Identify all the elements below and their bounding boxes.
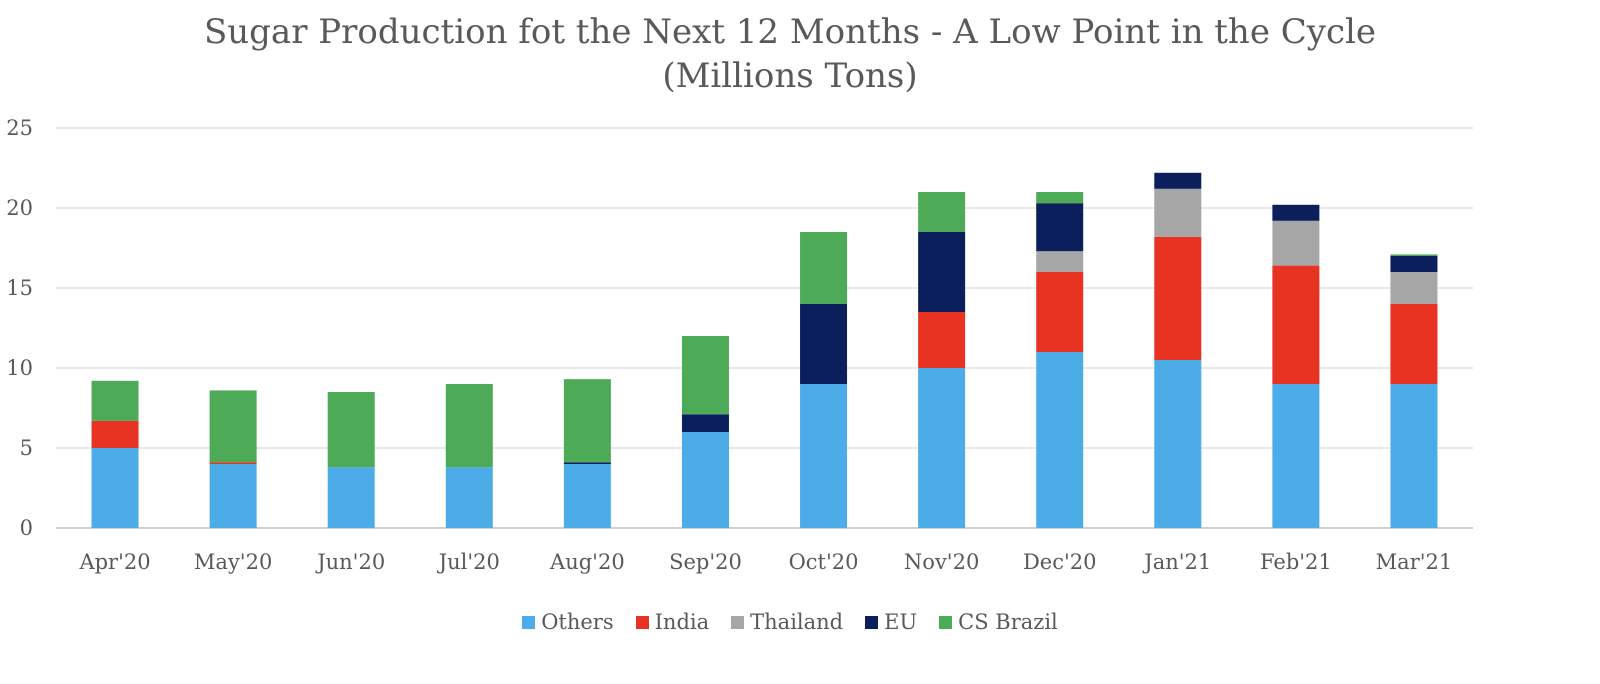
- y-tick-label: 25: [6, 116, 33, 140]
- x-tick-label: Apr'20: [78, 550, 150, 574]
- x-tick-label: Mar'21: [1376, 550, 1453, 574]
- bar-segment-others: [327, 467, 375, 528]
- bar-segment-cs-brazil: [209, 390, 257, 463]
- bar-segment-thailand: [1272, 220, 1320, 266]
- bar-segment-thailand: [1036, 251, 1084, 272]
- bar-segment-india: [209, 462, 257, 464]
- bar-segment-cs-brazil: [445, 384, 493, 468]
- bar-segment-eu: [1036, 203, 1084, 252]
- bar-segment-eu: [1272, 204, 1320, 221]
- chart-title-block: Sugar Production fot the Next 12 Months …: [0, 10, 1580, 98]
- bar-segment-others: [209, 464, 257, 528]
- bar-segment-eu: [681, 414, 729, 432]
- chart-subtitle: (Millions Tons): [662, 56, 918, 96]
- bar-segment-eu: [563, 462, 611, 464]
- y-tick-label: 0: [20, 516, 33, 540]
- bar-segment-thailand: [1390, 272, 1438, 304]
- bar-segment-others: [1272, 384, 1320, 528]
- bar-segment-cs-brazil: [91, 380, 139, 421]
- bar-segment-india: [1036, 272, 1084, 352]
- legend-label: EU: [884, 610, 918, 634]
- bar-segment-india: [1154, 236, 1202, 360]
- bar-segment-others: [445, 467, 493, 528]
- bar-segment-cs-brazil: [800, 232, 848, 304]
- bar-segment-others: [918, 368, 966, 528]
- y-tick-label: 15: [6, 276, 33, 300]
- x-tick-label: Jun'20: [315, 550, 385, 574]
- bar-segment-eu: [800, 304, 848, 384]
- x-tick-label: Feb'21: [1260, 550, 1332, 574]
- bar-segment-others: [1390, 384, 1438, 528]
- bar-segment-eu: [1154, 172, 1202, 189]
- legend-item: Others: [522, 610, 614, 634]
- legend-item: CS Brazil: [939, 610, 1058, 634]
- legend-swatch: [522, 615, 536, 629]
- bar-segment-cs-brazil: [681, 336, 729, 415]
- legend-swatch: [939, 615, 953, 629]
- bar-segment-others: [563, 464, 611, 528]
- bar-segment-others: [91, 448, 139, 528]
- y-tick-label: 5: [20, 436, 33, 460]
- bar-segment-india: [1272, 265, 1320, 384]
- bar-segment-india: [918, 312, 966, 368]
- y-tick-label: 20: [6, 196, 33, 220]
- bar-segment-india: [1390, 304, 1438, 384]
- bar-segment-cs-brazil: [327, 392, 375, 468]
- legend-label: Others: [541, 610, 614, 634]
- x-tick-label: Aug'20: [549, 550, 625, 574]
- legend-swatch: [635, 615, 649, 629]
- y-tick-label: 10: [6, 356, 33, 380]
- x-tick-label: Nov'20: [904, 550, 979, 574]
- x-tick-label: Jul'20: [437, 550, 500, 574]
- legend-label: Thailand: [750, 610, 844, 634]
- bar-segment-india: [91, 420, 139, 448]
- bar-segment-cs-brazil: [563, 379, 611, 463]
- legend-label: India: [654, 610, 710, 634]
- legend-item: EU: [865, 610, 917, 634]
- bar-segment-others: [681, 432, 729, 528]
- bar-segment-others: [1036, 352, 1084, 528]
- x-tick-label: Dec'20: [1023, 550, 1097, 574]
- chart-title: Sugar Production fot the Next 12 Months …: [203, 12, 1377, 52]
- x-tick-label: Sep'20: [669, 550, 742, 574]
- bar-segment-others: [800, 384, 848, 528]
- bar-segment-eu: [1390, 256, 1438, 272]
- legend-item: Thailand: [731, 610, 843, 634]
- legend-swatch: [731, 615, 745, 629]
- bar-segment-thailand: [1154, 188, 1202, 237]
- legend-swatch: [865, 615, 879, 629]
- chart-legend: Others India Thailand EU CS Brazil: [0, 610, 1580, 634]
- bar-segment-others: [1154, 360, 1202, 528]
- x-tick-label: Jan'21: [1142, 550, 1211, 574]
- bar-segment-cs-brazil: [1390, 254, 1438, 256]
- x-tick-label: Oct'20: [789, 550, 859, 574]
- bar-segment-cs-brazil: [918, 192, 966, 232]
- legend-item: India: [635, 610, 710, 634]
- legend-label: CS Brazil: [958, 610, 1058, 634]
- bar-segment-eu: [918, 232, 966, 312]
- x-tick-label: May'20: [194, 550, 272, 574]
- bar-segment-cs-brazil: [1036, 192, 1084, 204]
